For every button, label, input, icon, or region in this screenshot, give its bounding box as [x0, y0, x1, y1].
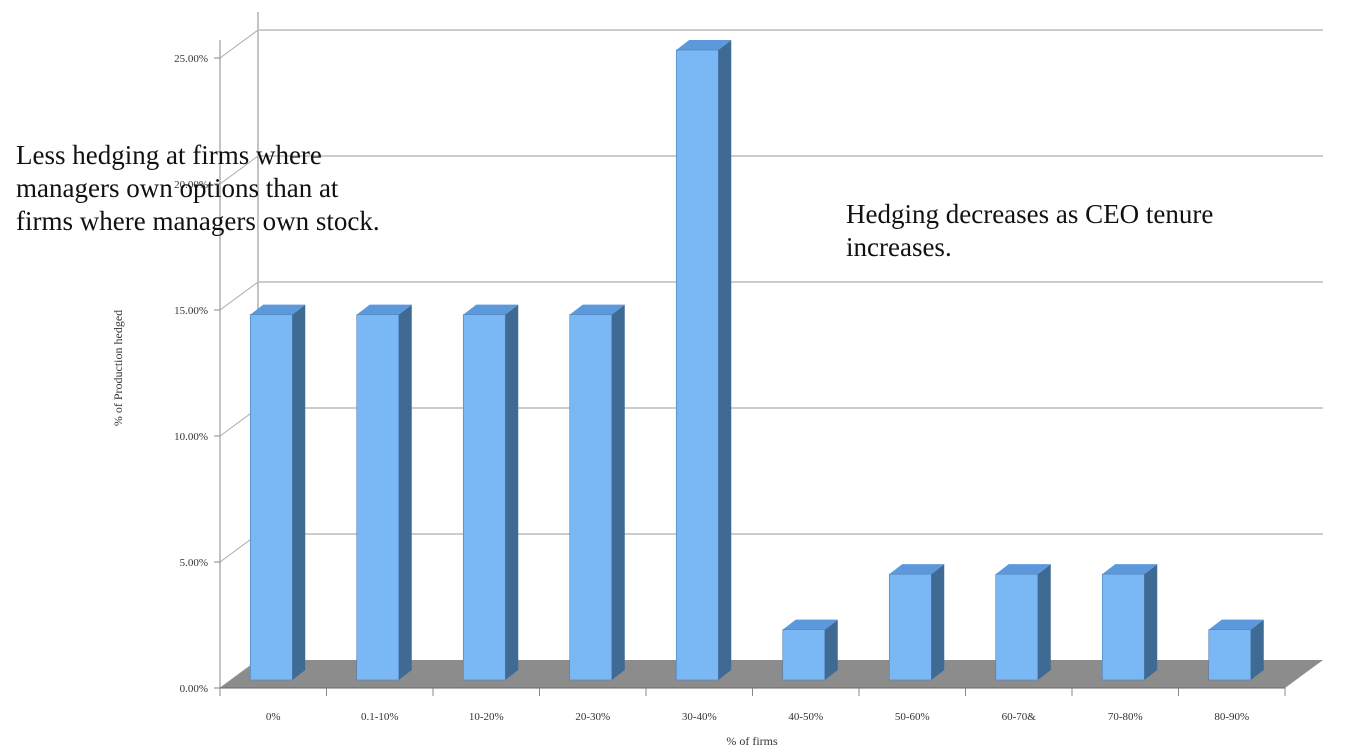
y-axis-label: % of Production hedged — [111, 310, 125, 426]
bar-top — [356, 304, 412, 315]
annotation-line: Hedging decreases as CEO tenure — [846, 199, 1214, 229]
bar-front — [249, 314, 293, 681]
bar-top — [1102, 564, 1158, 575]
bar-front — [675, 49, 719, 681]
annotation-line: firms where managers own stock. — [16, 206, 380, 236]
annotation-ceo-tenure: Hedging decreases as CEO tenure increase… — [846, 198, 1213, 264]
bar-front — [1208, 629, 1252, 681]
gridline-depth — [219, 155, 259, 185]
x-tick-label: 60-70& — [1002, 711, 1037, 723]
bar-front — [1101, 573, 1145, 681]
bar-front — [888, 573, 932, 681]
bar-front — [356, 314, 400, 681]
bar-top — [676, 40, 732, 50]
bar-top — [889, 564, 945, 575]
x-tick-label: 0.1-10% — [361, 711, 399, 723]
y-tick-label: 5.00% — [180, 557, 208, 569]
gridline-depth — [219, 29, 259, 59]
x-tick-label: 20-30% — [575, 711, 610, 723]
x-tick-label: 50-60% — [895, 711, 930, 723]
y-tick-label: 25.00% — [174, 53, 208, 65]
bar-side — [505, 304, 519, 680]
x-tick-label: 70-80% — [1108, 711, 1143, 723]
bar-front — [462, 314, 506, 681]
x-tick-label: 40-50% — [788, 711, 823, 723]
bar — [356, 304, 412, 681]
bar-side — [611, 304, 625, 680]
bar — [1208, 619, 1264, 681]
y-tick-label: 15.00% — [174, 305, 208, 317]
bar-top — [995, 564, 1051, 575]
x-tick-labels: 0% 0.1-10% 10-20% 20-30% 30-40% 40-50% 50-60% 6… — [219, 688, 1286, 723]
y-tick-label: 0.00% — [180, 683, 208, 695]
bars-layer — [249, 40, 1264, 681]
y-tick-labels: 0.00% 5.00% 10.00% 15.00% 20.00% 25.00% — [174, 53, 208, 695]
bar — [569, 304, 625, 681]
bar — [249, 304, 306, 681]
y-tick-label: 10.00% — [174, 431, 208, 443]
bar-top — [782, 619, 838, 630]
y-tick-label: 20.00% — [174, 179, 208, 191]
bar-side — [1144, 564, 1158, 680]
x-tick-label: 0% — [266, 711, 281, 723]
bar-side — [824, 619, 838, 680]
bar — [462, 304, 519, 681]
x-tick-label: 10-20% — [469, 711, 504, 723]
annotation-line: managers own options than at — [16, 173, 339, 203]
annotation-options-vs-stock: Less hedging at firms where managers own… — [16, 139, 380, 238]
bar-top — [1208, 619, 1264, 630]
bar — [888, 564, 945, 681]
bar-top — [569, 304, 625, 315]
bar — [995, 564, 1051, 681]
bar-top — [463, 304, 519, 315]
x-axis-label: % of firms — [726, 734, 778, 748]
bar-side — [292, 304, 306, 680]
bar-front — [995, 573, 1039, 681]
annotation-line: increases. — [846, 232, 952, 262]
bar-top — [250, 304, 306, 315]
bar-side — [718, 40, 732, 680]
x-tick-label: 80-90% — [1214, 711, 1249, 723]
bar-side — [931, 564, 945, 680]
bar-front — [569, 314, 613, 681]
bar-front — [782, 629, 826, 681]
grid-layer — [214, 12, 1323, 689]
x-tick-label: 30-40% — [682, 711, 717, 723]
bar-side — [1037, 564, 1051, 680]
bar — [782, 619, 838, 681]
gridline-depth — [219, 281, 259, 311]
bar — [1101, 564, 1158, 681]
annotation-line: Less hedging at firms where — [16, 140, 322, 170]
bar-side — [1250, 619, 1264, 680]
bar — [675, 40, 732, 681]
bar-side — [398, 304, 412, 680]
